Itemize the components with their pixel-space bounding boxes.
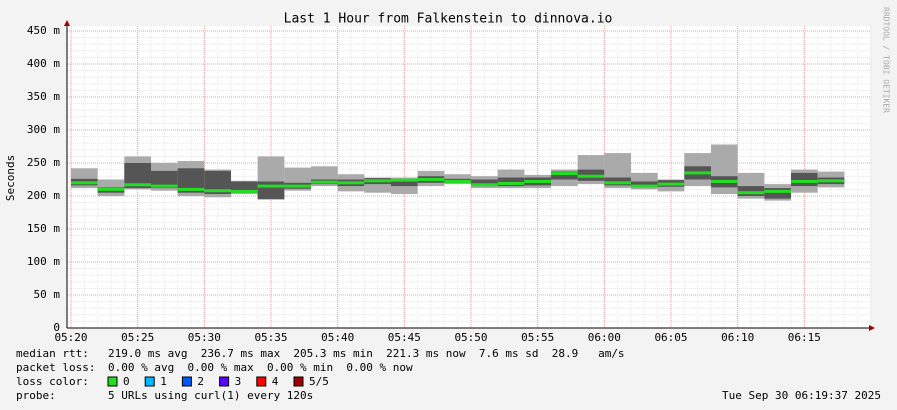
median bbox=[711, 179, 738, 183]
x-tick-label: 05:25 bbox=[121, 331, 154, 344]
chart-title: Last 1 Hour from Falkenstein to dinnova.… bbox=[284, 12, 613, 27]
x-tick-label: 06:15 bbox=[788, 331, 821, 344]
smoke-inner bbox=[471, 179, 498, 187]
median bbox=[391, 178, 418, 182]
smoke-inner bbox=[497, 177, 525, 187]
legend-swatch bbox=[219, 376, 230, 387]
y-tick-label: 400 m bbox=[27, 57, 60, 70]
median bbox=[684, 171, 711, 175]
legend-label: 3 bbox=[235, 375, 242, 388]
smoke-inner bbox=[791, 172, 818, 187]
smoke-inner bbox=[631, 181, 658, 188]
x-tick-label: 05:40 bbox=[321, 331, 354, 344]
x-tick-label: 06:05 bbox=[654, 331, 687, 344]
median bbox=[257, 184, 285, 188]
median bbox=[337, 181, 365, 185]
rtt-label: median rtt: bbox=[16, 347, 89, 360]
y-tick-label: 0 bbox=[53, 321, 60, 334]
loss-stats: 0.00 % avg 0.00 % max 0.00 % min 0.00 % … bbox=[108, 361, 413, 374]
median bbox=[364, 179, 391, 183]
median bbox=[631, 184, 658, 188]
probe-info: 5 URLs using curl(1) every 120s bbox=[108, 389, 313, 402]
axis-arrow bbox=[869, 325, 875, 331]
legend-swatch bbox=[181, 376, 192, 387]
plot: 0 50 m 100 m 150 m 200 m 250 m 300 m 350 m 400 m… bbox=[27, 20, 875, 344]
median bbox=[604, 181, 631, 185]
median bbox=[657, 182, 685, 186]
y-tick-label: 50 m bbox=[34, 288, 61, 301]
legend-label: 5/5 bbox=[309, 375, 329, 388]
y-tick-label: 300 m bbox=[27, 123, 60, 136]
x-tick-label: 05:55 bbox=[521, 331, 554, 344]
date: Tue Sep 30 06:19:37 2025 bbox=[722, 389, 881, 402]
median bbox=[551, 172, 578, 176]
x-tick-label: 05:50 bbox=[454, 331, 487, 344]
median bbox=[497, 181, 525, 185]
median bbox=[791, 179, 818, 183]
x-tick-label: 06:00 bbox=[588, 331, 621, 344]
y-tick-label: 350 m bbox=[27, 90, 60, 103]
median bbox=[311, 180, 338, 184]
median bbox=[71, 181, 98, 185]
rtt-stats: 219.0 ms avg 236.7 ms max 205.3 ms min 2… bbox=[108, 347, 625, 360]
median bbox=[444, 179, 471, 183]
median bbox=[764, 189, 791, 193]
x-tick-label: 05:45 bbox=[388, 331, 421, 344]
median bbox=[177, 187, 205, 191]
axis-arrow bbox=[64, 20, 70, 26]
side-label: RRDTOOL / TOBI OETIKER bbox=[882, 7, 891, 113]
median bbox=[471, 183, 498, 187]
median bbox=[151, 184, 178, 188]
median bbox=[204, 189, 231, 193]
smoke-inner bbox=[391, 179, 418, 187]
legend-swatch bbox=[144, 376, 155, 387]
median bbox=[524, 179, 551, 183]
smoke-inner bbox=[737, 186, 765, 196]
legend-swatch bbox=[256, 376, 267, 387]
legend-label: 1 bbox=[160, 375, 167, 388]
smoke-inner bbox=[204, 170, 231, 195]
legend-label: 0 bbox=[123, 375, 130, 388]
smoke-inner bbox=[764, 188, 791, 199]
probe-label: probe: bbox=[16, 389, 56, 402]
median bbox=[231, 189, 258, 193]
legend-label: 2 bbox=[197, 375, 204, 388]
legend-label: 4 bbox=[272, 375, 279, 388]
y-tick-label: 250 m bbox=[27, 156, 60, 169]
legend-swatch bbox=[107, 376, 118, 387]
loss-label: packet loss: bbox=[16, 361, 95, 374]
median bbox=[124, 183, 151, 187]
smoke-inner bbox=[231, 181, 258, 193]
y-tick-label: 450 m bbox=[27, 24, 60, 37]
median bbox=[97, 187, 125, 191]
smoke-inner bbox=[551, 171, 578, 180]
smoke-inner bbox=[257, 181, 285, 200]
median bbox=[284, 184, 311, 188]
x-tick-label: 06:10 bbox=[721, 331, 754, 344]
median bbox=[417, 178, 445, 181]
y-tick-label: 150 m bbox=[27, 222, 60, 235]
loss-color-label: loss color: bbox=[16, 375, 89, 388]
legend-swatch bbox=[293, 376, 304, 387]
x-tick-label: 05:35 bbox=[254, 331, 287, 344]
median bbox=[817, 179, 845, 183]
median bbox=[577, 174, 605, 178]
y-tick-label: 200 m bbox=[27, 189, 60, 202]
median bbox=[737, 191, 765, 195]
smoke-inner bbox=[151, 170, 178, 189]
y-tick-label: 100 m bbox=[27, 255, 60, 268]
x-tick-label: 05:30 bbox=[188, 331, 221, 344]
y-axis-label: Seconds bbox=[4, 155, 17, 201]
x-tick-label: 05:20 bbox=[54, 331, 87, 344]
